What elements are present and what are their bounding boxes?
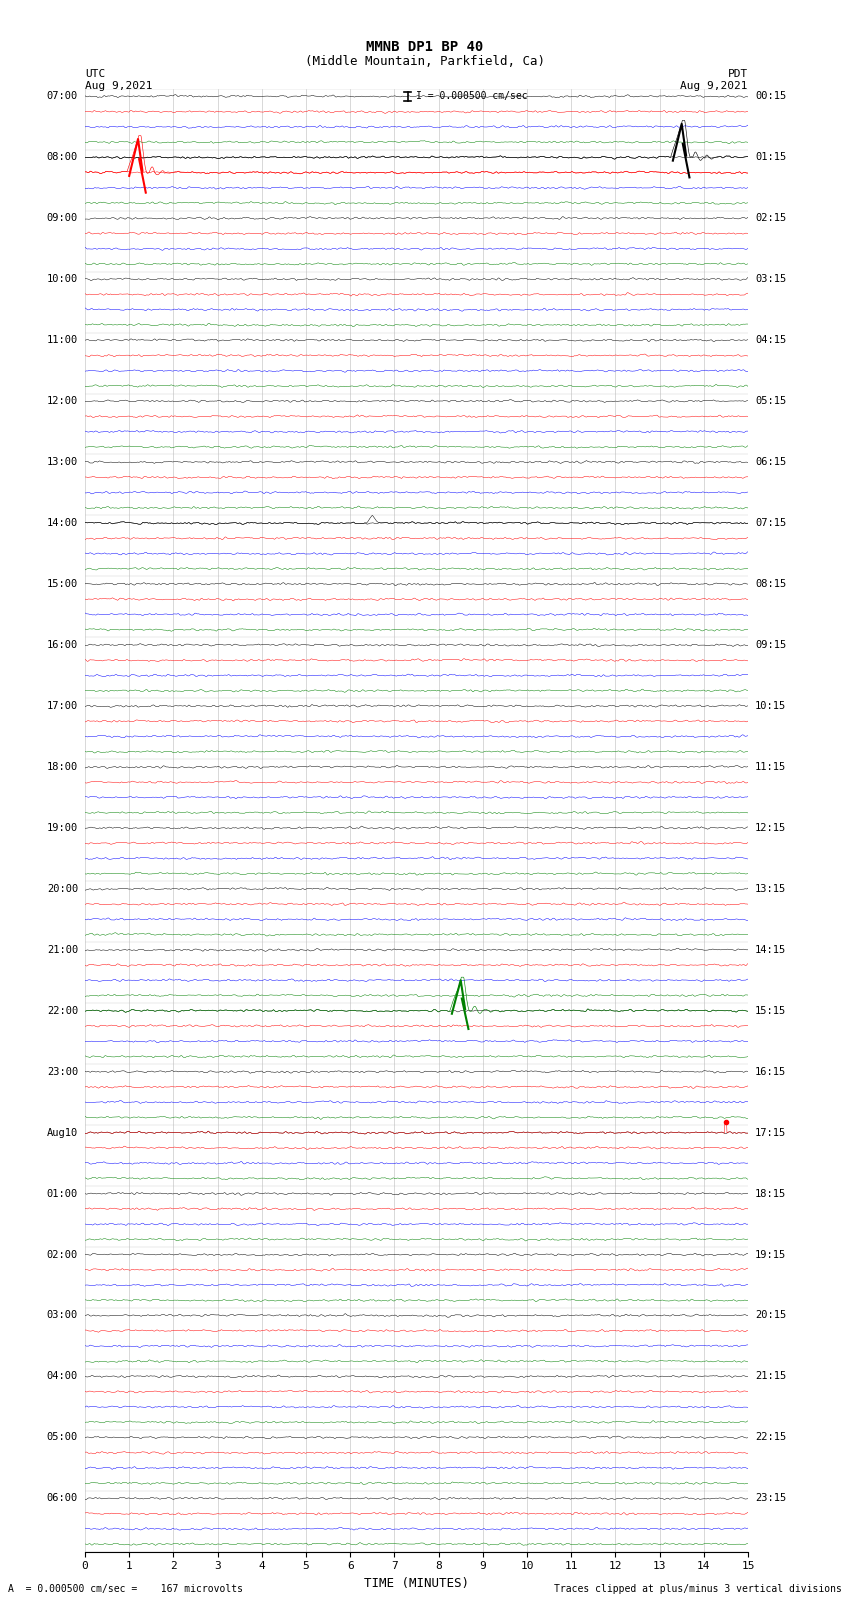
Text: 03:15: 03:15 bbox=[755, 274, 786, 284]
Text: MMNB DP1 BP 40: MMNB DP1 BP 40 bbox=[366, 40, 484, 55]
Text: 20:00: 20:00 bbox=[47, 884, 78, 894]
Text: 01:00: 01:00 bbox=[47, 1189, 78, 1198]
Text: 11:15: 11:15 bbox=[755, 761, 786, 773]
Text: 08:15: 08:15 bbox=[755, 579, 786, 589]
Text: A  = 0.000500 cm/sec =    167 microvolts: A = 0.000500 cm/sec = 167 microvolts bbox=[8, 1584, 243, 1594]
Text: 06:00: 06:00 bbox=[47, 1494, 78, 1503]
Text: Aug10: Aug10 bbox=[47, 1127, 78, 1137]
X-axis label: TIME (MINUTES): TIME (MINUTES) bbox=[364, 1578, 469, 1590]
Text: 22:00: 22:00 bbox=[47, 1005, 78, 1016]
Text: 13:00: 13:00 bbox=[47, 456, 78, 468]
Text: 00:15: 00:15 bbox=[755, 92, 786, 102]
Text: PDT: PDT bbox=[728, 69, 748, 79]
Text: 12:00: 12:00 bbox=[47, 397, 78, 406]
Text: 15:15: 15:15 bbox=[755, 1005, 786, 1016]
Text: 16:15: 16:15 bbox=[755, 1066, 786, 1076]
Text: Aug 9,2021: Aug 9,2021 bbox=[85, 81, 152, 90]
Text: 09:15: 09:15 bbox=[755, 640, 786, 650]
Text: 19:15: 19:15 bbox=[755, 1250, 786, 1260]
Text: 17:00: 17:00 bbox=[47, 702, 78, 711]
Text: 10:00: 10:00 bbox=[47, 274, 78, 284]
Text: 22:15: 22:15 bbox=[755, 1432, 786, 1442]
Text: Aug 9,2021: Aug 9,2021 bbox=[681, 81, 748, 90]
Text: 01:15: 01:15 bbox=[755, 152, 786, 163]
Text: 14:15: 14:15 bbox=[755, 945, 786, 955]
Text: 23:00: 23:00 bbox=[47, 1066, 78, 1076]
Text: 19:00: 19:00 bbox=[47, 823, 78, 832]
Text: 04:00: 04:00 bbox=[47, 1371, 78, 1381]
Text: 07:00: 07:00 bbox=[47, 92, 78, 102]
Text: 14:00: 14:00 bbox=[47, 518, 78, 527]
Text: 03:00: 03:00 bbox=[47, 1310, 78, 1321]
Text: 13:15: 13:15 bbox=[755, 884, 786, 894]
Text: 07:15: 07:15 bbox=[755, 518, 786, 527]
Text: 06:15: 06:15 bbox=[755, 456, 786, 468]
Text: 21:15: 21:15 bbox=[755, 1371, 786, 1381]
Text: (Middle Mountain, Parkfield, Ca): (Middle Mountain, Parkfield, Ca) bbox=[305, 55, 545, 68]
Text: Traces clipped at plus/minus 3 vertical divisions: Traces clipped at plus/minus 3 vertical … bbox=[553, 1584, 842, 1594]
Text: 17:15: 17:15 bbox=[755, 1127, 786, 1137]
Text: 04:15: 04:15 bbox=[755, 336, 786, 345]
Text: 10:15: 10:15 bbox=[755, 702, 786, 711]
Text: UTC: UTC bbox=[85, 69, 105, 79]
Text: 23:15: 23:15 bbox=[755, 1494, 786, 1503]
Text: 18:15: 18:15 bbox=[755, 1189, 786, 1198]
Text: 16:00: 16:00 bbox=[47, 640, 78, 650]
Text: 02:00: 02:00 bbox=[47, 1250, 78, 1260]
Text: 15:00: 15:00 bbox=[47, 579, 78, 589]
Text: 21:00: 21:00 bbox=[47, 945, 78, 955]
Text: 05:15: 05:15 bbox=[755, 397, 786, 406]
Text: 20:15: 20:15 bbox=[755, 1310, 786, 1321]
Text: 08:00: 08:00 bbox=[47, 152, 78, 163]
Text: 09:00: 09:00 bbox=[47, 213, 78, 223]
Text: 18:00: 18:00 bbox=[47, 761, 78, 773]
Text: 12:15: 12:15 bbox=[755, 823, 786, 832]
Text: 11:00: 11:00 bbox=[47, 336, 78, 345]
Text: 05:00: 05:00 bbox=[47, 1432, 78, 1442]
Text: I = 0.000500 cm/sec: I = 0.000500 cm/sec bbox=[416, 92, 527, 102]
Text: 02:15: 02:15 bbox=[755, 213, 786, 223]
